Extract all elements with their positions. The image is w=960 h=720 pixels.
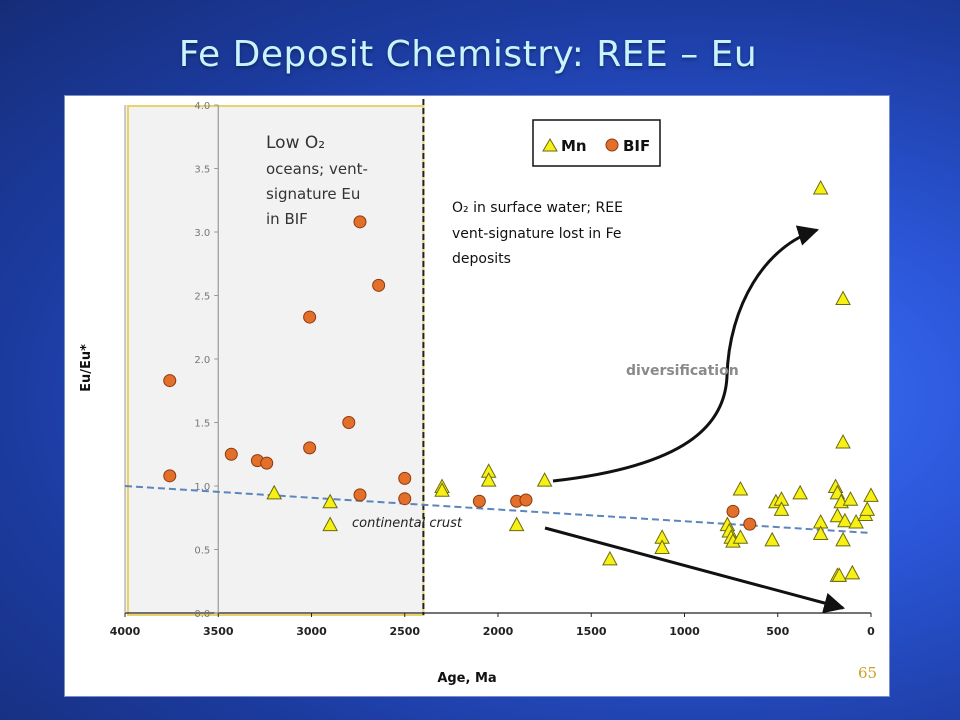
mn-data-point bbox=[732, 529, 749, 544]
mn-data-point bbox=[812, 525, 829, 540]
o2-surface-line-3: deposits bbox=[452, 251, 511, 267]
low-o2-annotation: Low O₂ oceans; vent- signature Eu in BIF bbox=[266, 133, 368, 228]
low-o2-line-4: in BIF bbox=[266, 210, 308, 228]
o2-surface-line-1: O₂ in surface water; REE bbox=[452, 200, 623, 216]
bif-data-point bbox=[353, 488, 367, 502]
legend-bif-marker bbox=[605, 138, 619, 152]
mn-data-point bbox=[602, 550, 618, 566]
x-tick-label: 1500 bbox=[576, 625, 607, 638]
mn-data-point bbox=[844, 564, 861, 580]
mn-data-point bbox=[654, 539, 670, 554]
low-o2-line-3: signature Eu bbox=[266, 185, 360, 203]
bif-data-point bbox=[353, 215, 367, 229]
mn-data-point bbox=[508, 516, 525, 532]
mn-data-point bbox=[536, 472, 553, 487]
bif-data-point bbox=[398, 492, 412, 506]
continental-crust-label: continental crust bbox=[352, 516, 463, 531]
y-tick-label: 1.5 bbox=[194, 419, 210, 430]
mn-data-point bbox=[835, 531, 851, 547]
mn-data-point bbox=[859, 501, 876, 516]
mn-data-point bbox=[812, 179, 829, 195]
mn-data-point bbox=[266, 484, 283, 500]
legend-bif-label: BIF bbox=[623, 137, 650, 155]
y-axis-title: Eu/Eu* bbox=[79, 344, 94, 392]
bif-data-point bbox=[224, 447, 238, 461]
bif-data-point bbox=[342, 416, 356, 429]
mn-data-point bbox=[773, 501, 790, 516]
x-axis-title: Age, Ma bbox=[437, 671, 496, 686]
bif-data-point bbox=[743, 517, 757, 531]
slide-number: 65 bbox=[858, 664, 878, 682]
x-tick-label: 4000 bbox=[110, 625, 141, 638]
x-tick-label: 2500 bbox=[389, 625, 420, 638]
diversification-arrow-up bbox=[552, 225, 820, 483]
y-tick-label: 3.5 bbox=[194, 165, 210, 176]
mn-data-point bbox=[322, 493, 338, 509]
mn-data-point bbox=[831, 567, 848, 582]
bif-data-point bbox=[398, 471, 412, 485]
mn-data-point bbox=[732, 480, 749, 496]
diversification-arrow-down bbox=[544, 526, 846, 614]
mn-data-point bbox=[835, 433, 851, 449]
bif-data-point bbox=[372, 278, 386, 292]
mn-data-point bbox=[480, 472, 497, 487]
bif-data-point bbox=[303, 310, 317, 324]
y-tick-label: 4.0 bbox=[194, 101, 210, 112]
low-o2-shaded-region bbox=[125, 105, 424, 613]
mn-data-point bbox=[837, 512, 853, 528]
low-o2-line-2: oceans; vent- bbox=[266, 160, 368, 178]
svg-text:Low O₂: Low O₂ bbox=[266, 133, 325, 153]
bif-data-point bbox=[163, 469, 177, 483]
mn-data-point bbox=[842, 491, 859, 506]
legend-box bbox=[532, 119, 661, 167]
x-tick-label: 2000 bbox=[483, 625, 514, 638]
y-tick-label: 0.5 bbox=[194, 546, 210, 557]
bif-data-point bbox=[303, 441, 317, 455]
x-tick-label: 3000 bbox=[296, 625, 327, 638]
bif-data-point bbox=[260, 456, 274, 470]
mn-data-point bbox=[322, 516, 338, 532]
slide-title: Fe Deposit Chemistry: REE – Eu bbox=[178, 34, 758, 75]
mn-data-point bbox=[835, 290, 851, 306]
legend-mn-label: Mn bbox=[561, 137, 587, 155]
o2-surface-line-2: vent-signature lost in Fe bbox=[452, 226, 622, 242]
x-tick-label: 0 bbox=[867, 625, 875, 638]
mn-data-point bbox=[792, 484, 808, 500]
mn-data-point bbox=[434, 482, 450, 497]
y-tick-label: 0.0 bbox=[194, 609, 210, 620]
legend: Mn BIF bbox=[532, 119, 661, 167]
mn-data-point bbox=[764, 531, 780, 547]
bif-data-point bbox=[726, 504, 740, 518]
mn-data-point bbox=[848, 514, 864, 529]
x-tick-label: 3500 bbox=[203, 625, 234, 638]
y-tick-label: 3.0 bbox=[194, 228, 210, 239]
bif-data-point bbox=[472, 494, 486, 508]
low-o2-line-1: Low O₂ bbox=[266, 133, 325, 153]
chart-panel: 4000 3500 3000 2500 2000 1500 1000 500 0 0.0 0.5 1.… bbox=[64, 95, 890, 697]
y-tick-label: 1.0 bbox=[194, 482, 210, 493]
chart: 4000 3500 3000 2500 2000 1500 1000 500 0 0.0 0.5 1.… bbox=[79, 99, 879, 686]
y-tick-label: 2.5 bbox=[194, 292, 210, 303]
o2-surface-annotation: O₂ in surface water; REE vent-signature … bbox=[452, 200, 623, 267]
mn-data-point bbox=[863, 487, 879, 502]
x-tick-label: 500 bbox=[766, 625, 789, 638]
y-tick-label: 2.0 bbox=[194, 355, 210, 366]
bif-data-point bbox=[163, 374, 177, 388]
legend-mn-marker bbox=[542, 138, 558, 152]
bif-data-point bbox=[519, 493, 533, 507]
mn-data-point bbox=[829, 507, 846, 523]
x-tick-label: 1000 bbox=[669, 625, 700, 638]
diversification-label: diversification bbox=[626, 363, 739, 379]
